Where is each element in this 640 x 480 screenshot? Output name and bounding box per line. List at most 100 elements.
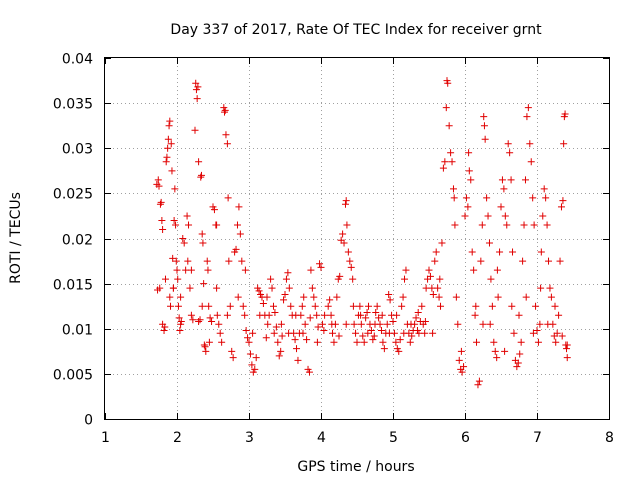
data-point: [377, 327, 385, 335]
grid-lines: [105, 58, 609, 419]
data-point: [437, 302, 445, 310]
data-points: [153, 77, 571, 389]
data-point: [457, 347, 465, 355]
data-point: [474, 381, 482, 389]
data-point: [172, 221, 180, 229]
data-point: [224, 194, 232, 202]
data-point: [186, 284, 194, 292]
data-point: [450, 194, 458, 202]
data-point: [310, 293, 318, 301]
data-point: [529, 194, 537, 202]
data-point: [486, 320, 494, 328]
data-point: [339, 230, 347, 238]
data-point: [436, 275, 444, 283]
data-point: [563, 341, 571, 349]
data-point: [530, 221, 538, 229]
data-point: [284, 269, 292, 277]
data-point: [333, 293, 341, 301]
x-tick-label: 8: [605, 430, 614, 446]
data-point: [470, 266, 478, 274]
data-point: [547, 293, 555, 301]
data-point: [480, 113, 488, 121]
data-point: [563, 354, 571, 362]
data-point: [264, 320, 272, 328]
data-point: [292, 311, 300, 319]
data-point: [169, 284, 177, 292]
data-point: [177, 293, 185, 301]
data-point: [189, 316, 197, 324]
data-point: [197, 171, 205, 179]
data-point: [372, 309, 380, 317]
data-point: [159, 225, 167, 233]
data-point: [347, 263, 355, 271]
data-point: [519, 257, 527, 265]
data-point: [545, 257, 553, 265]
data-point: [445, 122, 453, 130]
data-point: [395, 347, 403, 355]
data-point: [281, 290, 289, 298]
data-point: [267, 275, 275, 283]
data-point: [356, 302, 364, 310]
data-point: [461, 212, 469, 220]
data-point: [362, 314, 370, 322]
data-point: [314, 323, 322, 331]
data-point: [221, 108, 229, 116]
data-point: [282, 275, 290, 283]
data-point: [429, 329, 437, 337]
data-point: [464, 203, 472, 211]
data-point: [179, 235, 187, 242]
data-point: [191, 126, 199, 134]
data-point: [342, 197, 350, 205]
data-point: [293, 345, 301, 353]
data-point: [379, 338, 387, 346]
data-point: [238, 257, 246, 265]
data-point: [341, 200, 349, 208]
data-point: [223, 140, 231, 148]
data-point: [335, 332, 343, 340]
data-point: [510, 329, 518, 337]
data-point: [321, 311, 329, 319]
data-point: [187, 266, 195, 274]
data-point: [455, 356, 463, 364]
data-point: [205, 302, 213, 310]
data-point: [385, 329, 393, 337]
data-point: [479, 320, 487, 328]
data-point: [514, 359, 522, 367]
data-point: [522, 293, 530, 301]
data-point: [171, 185, 179, 193]
data-point: [524, 104, 532, 112]
data-point: [169, 254, 177, 262]
data-point: [447, 149, 455, 157]
data-point: [187, 311, 195, 319]
data-point: [471, 311, 479, 319]
data-point: [350, 320, 358, 328]
data-point: [393, 311, 401, 319]
data-point: [406, 338, 414, 346]
data-point: [168, 167, 176, 175]
data-point: [245, 338, 253, 346]
data-point: [213, 284, 221, 292]
data-point: [174, 275, 182, 283]
data-point: [540, 185, 548, 193]
x-tick-label: 1: [101, 430, 110, 446]
data-point: [344, 248, 352, 256]
data-point: [529, 329, 537, 337]
data-point: [313, 311, 321, 319]
data-point: [544, 320, 552, 328]
data-point: [375, 314, 383, 322]
data-point: [155, 182, 163, 190]
data-point: [392, 338, 400, 346]
data-point: [532, 302, 540, 310]
data-point: [184, 257, 192, 265]
data-point: [198, 302, 206, 310]
data-point: [452, 293, 460, 301]
data-point: [268, 284, 276, 292]
data-point: [501, 212, 509, 220]
data-point: [421, 329, 429, 337]
axis-ticks: [105, 58, 610, 420]
data-point: [200, 341, 208, 349]
data-point: [210, 206, 218, 214]
data-point: [205, 338, 213, 346]
data-point: [475, 377, 483, 385]
